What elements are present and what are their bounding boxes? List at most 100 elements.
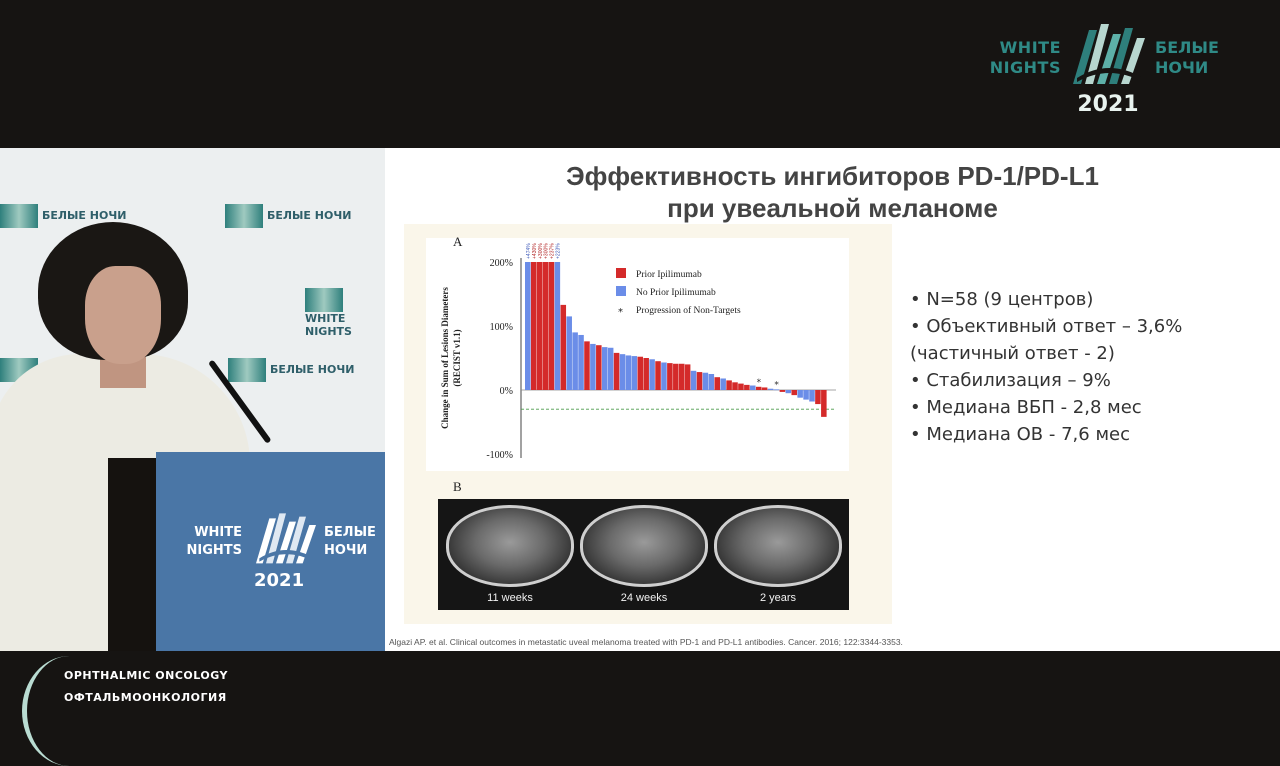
slide-title-line2: при увеальной меланоме	[667, 193, 998, 223]
bullet-list: • N=58 (9 центров) • Объективный ответ –…	[910, 286, 1270, 448]
bullet-item: • Медиана ОВ - 7,6 мес	[910, 424, 1130, 445]
chart-bar	[744, 384, 750, 390]
chart-bar	[779, 390, 786, 392]
speaker-video: БЕЛЫЕ НОЧИ БЕЛЫЕ НОЧИ WHITE NIGHTS БЕЛЫЕ…	[0, 148, 385, 651]
capped-bar-label: +223%	[556, 243, 562, 259]
backdrop-logo: БЕЛЫЕ НОЧИ	[0, 204, 126, 228]
capped-bar-label: +300%	[544, 243, 550, 259]
y-axis-label: Change in Sum of Lesions Diameters (RECIS…	[440, 287, 462, 429]
capped-bar-label: +474%	[526, 243, 532, 259]
bullet-item: • Объективный ответ – 3,6%	[910, 316, 1183, 337]
chart-bar	[726, 380, 732, 390]
chart-bar	[637, 356, 644, 390]
chart-bar	[649, 359, 655, 390]
bullet-item: • Медиана ВБП - 2,8 мес	[910, 397, 1142, 418]
chart-bar	[578, 334, 584, 390]
progression-asterisk: *	[757, 378, 762, 388]
chart-bar	[815, 390, 821, 405]
ct-scan-image	[580, 505, 708, 587]
y-tick-label: -100%	[486, 450, 513, 461]
chart-bar	[625, 355, 632, 390]
scan-caption: 24 weeks	[620, 592, 668, 604]
backdrop-logo: БЕЛЫЕ НОЧИ	[228, 358, 354, 382]
lower-third-bar: OPHTHALMIC ONCOLOGY ОФТАЛЬМООНКОЛОГИЯ	[0, 651, 1280, 766]
legend-label: Progression of Non-Targets	[636, 305, 741, 316]
top-broadcast-bar: WHITE NIGHTS БЕЛЫЕ НОЧИ 2021	[0, 0, 1280, 148]
chart-bar	[797, 390, 803, 398]
waterfall-chart: 200% 100% 0% -100% Change in Sum of Lesions …	[440, 243, 836, 461]
chart-bar	[714, 377, 721, 390]
legend-swatch-no-prior	[616, 286, 626, 296]
chart-bar	[619, 354, 626, 390]
chart-bar	[750, 385, 756, 390]
podium-logo-mountains-icon	[256, 513, 316, 564]
chart-bar	[696, 372, 703, 390]
section-title-ru: ОФТАЛЬМООНКОЛОГИЯ	[64, 691, 227, 704]
podium: WHITE NIGHTS БЕЛЫЕ НОЧИ 2021	[156, 452, 385, 651]
ct-scan-image	[446, 505, 574, 587]
chart-bar	[542, 262, 549, 390]
chart-bar	[761, 387, 768, 390]
capped-bar-label: +237%	[550, 243, 556, 259]
ct-scan-image	[714, 505, 842, 587]
legend-label: No Prior Ipilimumab	[636, 288, 716, 298]
slide-title-line1: Эффективность ингибиторов PD-1/PD-L1	[566, 161, 1099, 191]
chart-bar	[554, 262, 561, 390]
chart-bar	[773, 389, 780, 391]
ct-scan-strip: 11 weeks 24 weeks 2 years	[438, 499, 849, 610]
legend-asterisk: *	[618, 307, 623, 318]
chart-bar	[590, 343, 596, 390]
scan-caption: 11 weeks	[487, 592, 533, 604]
y-tick-label: 0%	[500, 386, 513, 397]
chart-bar	[530, 262, 537, 390]
chart-bar	[661, 362, 667, 390]
podium-logo-year: 2021	[254, 570, 305, 591]
capped-bar-label: +300%	[538, 243, 544, 259]
chart-bar	[631, 356, 638, 390]
citation: Algazi AP. et al. Clinical outcomes in m…	[389, 637, 903, 647]
waterfall-chart-panel: 200% 100% 0% -100% Change in Sum of Lesions …	[426, 238, 849, 471]
speaker-face	[85, 266, 161, 364]
speaker-blouse	[108, 458, 158, 651]
chart-bar	[785, 390, 792, 394]
chart-bar	[684, 364, 691, 390]
chart-bar	[803, 390, 809, 400]
progression-asterisk: *	[774, 380, 779, 390]
chart-bar	[738, 383, 744, 390]
y-tick-label: 200%	[490, 258, 513, 269]
chart-bar	[596, 345, 602, 390]
bullet-item: • N=58 (9 центров)	[910, 289, 1094, 310]
chart-bar	[548, 262, 555, 390]
legend-swatch-prior	[616, 268, 626, 278]
presentation-slide: Эффективность ингибиторов PD-1/PD-L1 при…	[385, 148, 1280, 651]
panel-b-label: B	[453, 479, 462, 494]
legend-label: Prior Ipilimumab	[636, 270, 702, 280]
chart-bar	[566, 316, 572, 390]
chart-bar	[732, 382, 738, 390]
chart-bar	[702, 372, 709, 390]
logo-year: 2021	[1077, 92, 1139, 117]
arc-decoration	[22, 656, 117, 766]
chart-bar	[536, 262, 543, 390]
chart-bar	[767, 388, 774, 390]
backdrop-logo: БЕЛЫЕ НОЧИ	[225, 204, 351, 228]
y-tick-label: 100%	[490, 322, 513, 333]
chart-bar	[678, 363, 685, 390]
logo-text-ru: БЕЛЫЕ НОЧИ	[1155, 38, 1219, 77]
chart-bar	[643, 358, 649, 390]
white-nights-logo: WHITE NIGHTS БЕЛЫЕ НОЧИ 2021	[985, 24, 1230, 120]
chart-bar	[690, 370, 697, 390]
chart-bar	[560, 304, 567, 390]
chart-bar	[613, 352, 620, 390]
chart-bar	[755, 386, 762, 390]
chart-bar	[821, 390, 827, 417]
logo-text-en: WHITE NIGHTS	[989, 38, 1061, 77]
chart-bar	[673, 363, 679, 390]
panel-a-label: A	[453, 234, 463, 249]
chart-bar	[667, 363, 673, 390]
chart-bar	[809, 390, 815, 402]
chart-bar	[572, 332, 578, 390]
bullet-item: (частичный ответ - 2)	[910, 343, 1115, 364]
podium-logo-text-en: WHITE NIGHTS	[186, 525, 243, 558]
backdrop-logo: WHITE NIGHTS	[305, 288, 385, 338]
